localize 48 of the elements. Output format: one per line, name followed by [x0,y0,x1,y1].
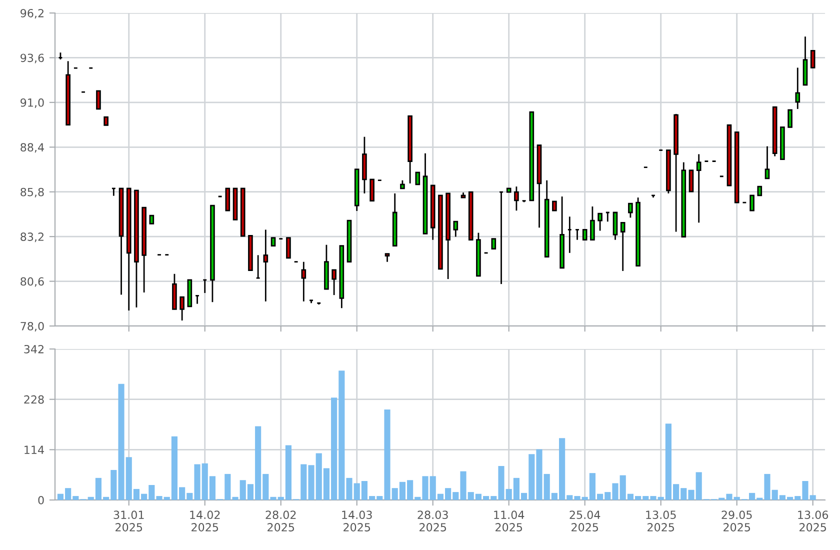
x-tick-label: 11.04 2025 [494,510,524,532]
x-tick-label: 28.03 2025 [418,510,448,532]
y-tick-label: 78,0 [20,322,44,332]
candlestick [263,228,268,302]
candlestick [96,90,101,110]
candlestick [453,220,458,238]
candlestick [491,238,496,250]
candlestick [788,109,792,128]
candlestick [301,261,306,302]
y-tick-label: 93,6 [20,54,44,64]
x-tick-label: 13.05 2025 [646,510,676,532]
candlestick [688,170,694,192]
y-tick-label: 96,2 [20,8,44,19]
candlestick [225,188,230,212]
candlestick [764,146,770,180]
candlestick [552,200,557,212]
candlestick [286,237,291,259]
y-tick-label: 80,6 [20,277,44,287]
candlestick [795,66,800,110]
candlestick [696,154,702,224]
candlestick [180,296,184,322]
y-tick-label: 88,4 [20,143,44,153]
candlestick [332,269,336,296]
x-tick-label: 31.01 2025 [114,510,144,532]
y-tick-label: 85,8 [20,188,44,198]
candlestick [514,186,519,212]
candlestick [582,228,588,241]
candlestick [590,206,595,241]
candlestick [628,202,633,218]
candlestick [750,194,754,212]
x-tick-label: 13.06 2025 [798,510,828,532]
x-tick-label: 14.03 2025 [342,510,372,532]
candlestick [598,212,602,232]
x-tick-label: 28.02 2025 [266,510,296,532]
x-tick-label: 25.04 2025 [570,510,600,532]
y-tick-label: 114 [24,446,44,454]
y-tick-label: 228 [24,395,44,404]
candlestick [612,212,618,241]
candlestick [620,222,626,272]
candlestick [810,50,816,68]
y-tick-label: 342 [24,344,44,354]
candlestick [370,178,374,202]
x-tick-label: 14.02 2025 [190,510,220,532]
y-tick-label: 91,0 [20,98,44,108]
candlestick [415,172,420,186]
y-tick-label: 83,2 [20,232,44,242]
y-tick-label: 0 [38,496,44,504]
x-tick-label: 29.05 2025 [722,510,752,532]
